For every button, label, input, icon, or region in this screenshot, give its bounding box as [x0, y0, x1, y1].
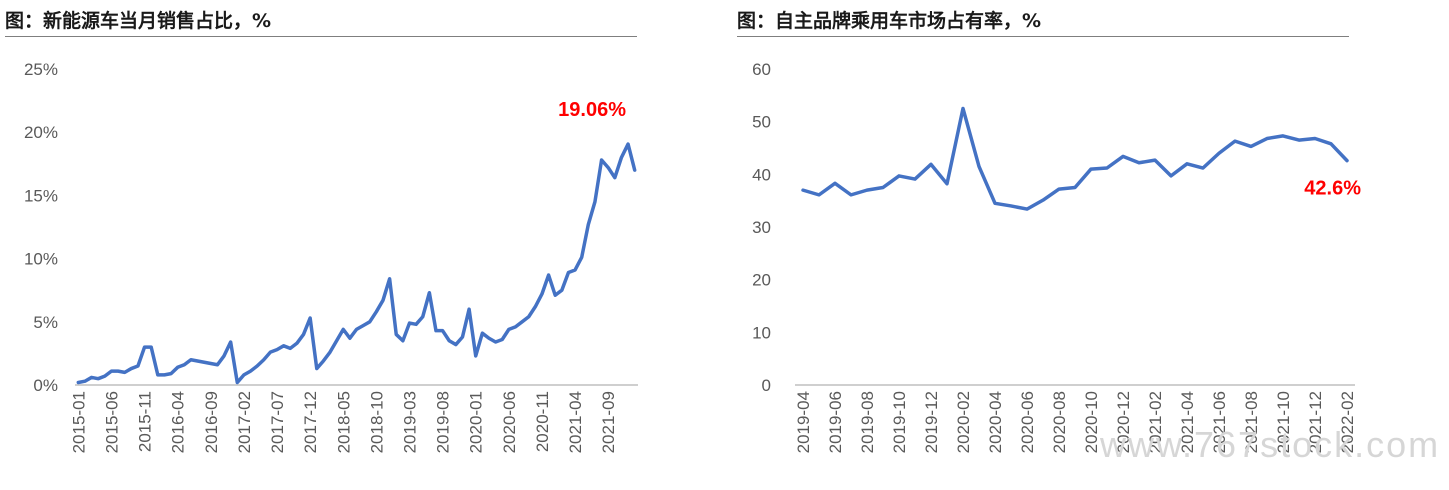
- chart2-x-tick-label: 2019-12: [922, 391, 941, 453]
- chart2-y-tick-label: 0: [762, 376, 771, 395]
- chart2-y-tick-label: 30: [752, 218, 771, 237]
- chart1-x-tick-label: 2015-01: [69, 391, 88, 453]
- chart1-x-tick-label: 2020-06: [500, 391, 519, 453]
- chart2-x-tick-label: 2021-08: [1242, 391, 1261, 453]
- chart1-y-tick-label: 5%: [33, 313, 58, 332]
- chart2-x-tick-label: 2021-04: [1178, 391, 1197, 453]
- chart2-y-tick-label: 20: [752, 271, 771, 290]
- chart1-title: 图：新能源车当月销售占比，%: [5, 10, 272, 32]
- chart1-x-tick-label: 2017-07: [268, 391, 287, 453]
- chart1-x-tick-label: 2021-04: [566, 391, 585, 453]
- chart1-y-tick-label: 10%: [24, 250, 58, 269]
- chart2-y-tick-label: 10: [752, 323, 771, 342]
- chart2-x-tick-label: 2020-02: [954, 391, 973, 453]
- chart1-y-tick-label: 25%: [24, 60, 58, 79]
- chart2-title: 图：自主品牌乘用车市场占有率，%: [737, 10, 1042, 32]
- chart1-x-tick-label: 2019-03: [400, 391, 419, 453]
- chart1-plot: 0% 5% 10% 15% 20% 25% 2015-01 2015-06 2015-11 201…: [24, 60, 638, 453]
- chart2-x-tick-label: 2019-04: [794, 391, 813, 453]
- chart2-x-tick-label: 2019-06: [826, 391, 845, 453]
- chart1-x-tick-label: 2015-11: [136, 391, 155, 452]
- chart2-x-tick-label: 2019-10: [890, 391, 909, 453]
- chart2-x-tick-label: 2020-04: [986, 391, 1005, 453]
- chart1-annotation: 19.06%: [558, 99, 626, 121]
- chart1-x-tick-label: 2015-06: [102, 391, 121, 453]
- chart1-x-tick-label: 2019-08: [434, 391, 453, 453]
- chart2-series-line: [801, 106, 1349, 211]
- chart2-x-tick-label: 2021-06: [1210, 391, 1229, 453]
- chart2-x-tick-label: 2021-10: [1274, 391, 1293, 453]
- chart2-y-tick-label: 40: [752, 165, 771, 184]
- chart1-x-tick-label: 2020-01: [467, 391, 486, 453]
- chart1-y-tick-label: 20%: [24, 123, 58, 142]
- chart1-y-tick-label: 0%: [33, 376, 58, 395]
- chart2-x-tick-label: 2021-12: [1306, 391, 1325, 453]
- chart1-x-tick-label: 2018-10: [367, 391, 386, 453]
- chart2-y-tick-label: 50: [752, 113, 771, 132]
- chart2-x-tick-label: 2019-08: [858, 391, 877, 453]
- chart1-title-rule: [5, 36, 637, 37]
- chart2-title-rule: [737, 36, 1349, 37]
- chart2-x-tick-label: 2020-08: [1050, 391, 1069, 453]
- chart1-x-tick-label: 2017-02: [235, 391, 254, 453]
- chart1-x-tick-label: 2016-09: [202, 391, 221, 453]
- chart1-x-tick-label: 2020-11: [533, 391, 552, 452]
- chart2-x-tick-label: 2020-10: [1082, 391, 1101, 453]
- chart1-series-line: [76, 142, 637, 385]
- chart1-x-tick-label: 2017-12: [301, 391, 320, 453]
- chart2-x-tick-label: 2021-02: [1146, 391, 1165, 453]
- chart1-x-tick-label: 2018-05: [334, 391, 353, 453]
- chart2-x-tick-label: 2020-12: [1114, 391, 1133, 453]
- watermark: www.767stock.com: [1100, 424, 1441, 465]
- chart1-y-tick-label: 15%: [24, 186, 58, 205]
- chart2-y-tick-label: 60: [752, 60, 771, 79]
- chart2-x-tick-label: 2022-02: [1338, 391, 1357, 453]
- chart2-annotation: 42.6%: [1304, 178, 1361, 200]
- chart1-x-tick-label: 2016-04: [169, 391, 188, 453]
- chart1-x-tick-label: 2021-09: [599, 391, 618, 453]
- chart2-x-tick-label: 2020-06: [1018, 391, 1037, 453]
